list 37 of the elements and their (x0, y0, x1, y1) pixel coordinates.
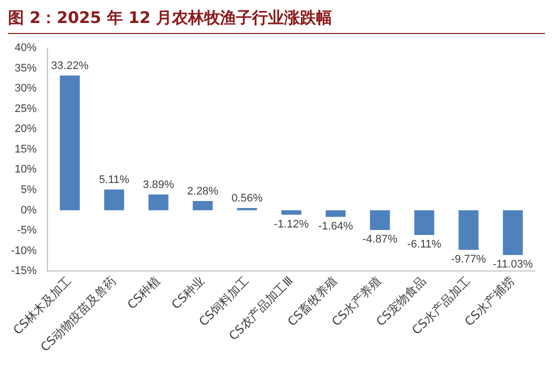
x-tick-label: CS种业 (168, 274, 208, 312)
bar (370, 210, 390, 230)
data-label: -6.11% (407, 238, 442, 251)
data-label: -11.03% (492, 258, 534, 271)
data-label: -4.87% (362, 234, 398, 246)
y-tick-label: 35% (14, 62, 37, 74)
bar (326, 210, 346, 217)
y-tick-label: 40% (14, 42, 37, 54)
y-tick-label: 10% (14, 164, 37, 176)
y-tick-label: -15% (10, 265, 37, 278)
bar (458, 210, 479, 250)
y-tick-label: 25% (14, 102, 37, 115)
chart-title: 图 2：2025 年 12 月农林牧渔子行业涨跌幅 (8, 8, 545, 34)
y-tick-label: -10% (10, 244, 37, 257)
data-label: 0.56% (231, 192, 263, 205)
y-tick-label: 0% (20, 204, 37, 216)
y-tick-label: 30% (14, 82, 37, 95)
bar (148, 194, 168, 210)
bar (414, 210, 434, 236)
bar (281, 210, 302, 215)
data-label: 33.22% (51, 60, 89, 72)
bar (502, 210, 523, 256)
y-tick-label: 5% (20, 184, 37, 196)
data-label: 5.11% (98, 174, 130, 186)
y-tick-label: 20% (14, 123, 37, 136)
data-label: 3.89% (142, 179, 174, 192)
data-label: -9.77% (451, 253, 486, 266)
y-tick-label: 15% (14, 143, 37, 156)
y-tick-label: -5% (17, 224, 37, 237)
data-label: -1.12% (274, 218, 309, 230)
bar (60, 76, 80, 210)
data-label: 2.28% (187, 186, 219, 198)
bar (237, 208, 258, 210)
data-label: -1.64% (318, 220, 354, 232)
x-tick-label: CS种植 (124, 274, 163, 312)
bar (192, 201, 213, 210)
bar (104, 190, 124, 210)
